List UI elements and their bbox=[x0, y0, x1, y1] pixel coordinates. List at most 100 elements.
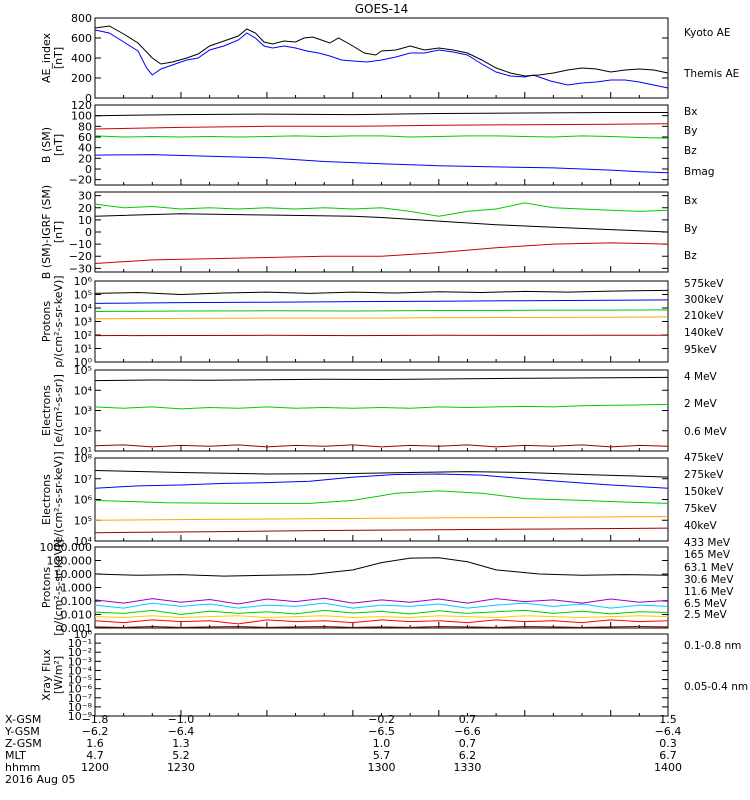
y-axis-label: [nT] bbox=[52, 47, 65, 69]
y-tick-label: 1.000 bbox=[61, 582, 93, 595]
series-line-6-5-mev bbox=[94, 597, 669, 605]
legend-label: Bz bbox=[684, 250, 697, 262]
legend-label: Themis AE bbox=[683, 68, 739, 80]
legend-label: 433 MeV bbox=[684, 537, 731, 549]
x-row-label: hhmm bbox=[5, 761, 40, 774]
series-line-75kev bbox=[94, 473, 669, 489]
panel-frame-8 bbox=[94, 633, 669, 717]
legend-label: 11.6 MeV bbox=[684, 586, 734, 598]
chart-title: GOES-14 bbox=[355, 2, 409, 16]
series-line-210kev bbox=[94, 309, 669, 312]
series-line-by bbox=[94, 202, 669, 217]
y-tick-label: 10⁻⁵ bbox=[68, 674, 92, 687]
series-line-63-1-mev bbox=[94, 615, 669, 619]
y-tick-label: 120 bbox=[71, 99, 92, 112]
legend-label: Bx bbox=[684, 106, 697, 118]
y-axis-label: [nT] bbox=[52, 221, 65, 243]
y-tick-label: 10⁵ bbox=[74, 364, 92, 377]
x-row-value: 1.6 bbox=[86, 737, 104, 750]
x-row-value: 1230 bbox=[167, 761, 195, 774]
y-tick-label: 60 bbox=[78, 131, 92, 144]
y-tick-label: 10⁶ bbox=[74, 494, 93, 507]
series-line-2-5-mev bbox=[94, 557, 669, 577]
x-row-value: 1300 bbox=[368, 761, 396, 774]
legend-label: 150keV bbox=[684, 486, 724, 498]
panel-frame-1 bbox=[94, 17, 669, 99]
y-axis-label: B (SM)-IGRF (SM) bbox=[40, 185, 53, 279]
panel-frame-7 bbox=[94, 546, 669, 629]
panel-frame-5 bbox=[94, 369, 669, 452]
legend-label: 0.6 MeV bbox=[684, 426, 728, 438]
y-tick-label: 10⁵ bbox=[74, 289, 92, 302]
legend-label: 95keV bbox=[684, 344, 718, 356]
y-axis-label: [e/(cm²-s-sr-keV)] bbox=[52, 451, 65, 547]
x-row-value: 1.3 bbox=[172, 737, 190, 750]
y-tick-label: 10⁻⁷ bbox=[68, 692, 92, 705]
legend-label: 275keV bbox=[684, 469, 724, 481]
series-line-275kev bbox=[94, 516, 669, 521]
y-tick-label: 10⁶ bbox=[74, 275, 93, 288]
y-tick-label: 0 bbox=[85, 163, 92, 176]
legend-label: 0.1-0.8 nm bbox=[684, 640, 741, 652]
y-tick-label: 0.100 bbox=[61, 595, 93, 608]
y-tick-label: 10⁻⁸ bbox=[68, 701, 93, 714]
y-tick-label: 0.010 bbox=[61, 609, 93, 622]
y-tick-label: −20 bbox=[69, 174, 92, 187]
series-line-150kev bbox=[94, 490, 669, 504]
series-line-140kev bbox=[94, 299, 669, 304]
series-line-11-6-mev bbox=[94, 602, 669, 609]
legend-label: 63.1 MeV bbox=[684, 562, 734, 574]
y-tick-label: 10¹ bbox=[74, 445, 92, 458]
y-axis-label: Xray Flux bbox=[40, 649, 53, 701]
series-line-bz bbox=[94, 123, 669, 130]
x-row-value: −6.4 bbox=[655, 725, 682, 738]
y-axis-label: Protons bbox=[40, 567, 53, 608]
x-row-value: 1.0 bbox=[373, 737, 391, 750]
x-row-label: MLT bbox=[5, 749, 26, 762]
y-tick-label: 200 bbox=[71, 72, 92, 85]
y-tick-label: 10⁻⁹ bbox=[68, 710, 92, 723]
series-line-by bbox=[94, 135, 669, 139]
y-tick-label: 10⁻⁴ bbox=[68, 664, 93, 677]
x-row-label: Z-GSM bbox=[5, 737, 42, 750]
y-tick-label: 10⁻² bbox=[68, 646, 92, 659]
legend-label: 575keV bbox=[684, 278, 724, 290]
x-row-value: 0.7 bbox=[459, 713, 477, 726]
y-tick-label: 10⁻⁶ bbox=[68, 683, 93, 696]
y-tick-label: 600 bbox=[71, 32, 92, 45]
y-tick-label: 100 bbox=[71, 110, 92, 123]
x-row-value: 5.2 bbox=[172, 749, 190, 762]
series-line-bz bbox=[94, 242, 669, 264]
legend-label: 475keV bbox=[684, 452, 724, 464]
y-tick-label: 10⁻¹ bbox=[68, 637, 92, 650]
x-row-value: 4.7 bbox=[86, 749, 104, 762]
series-line-bx bbox=[94, 213, 669, 233]
y-tick-label: −30 bbox=[69, 262, 92, 275]
y-tick-label: −20 bbox=[69, 250, 92, 263]
x-row-label: X-GSM bbox=[5, 713, 41, 726]
series-line-165-mev bbox=[94, 619, 669, 625]
y-tick-label: 10⁻³ bbox=[68, 655, 92, 668]
panel-frame-2 bbox=[94, 104, 669, 186]
legend-label: 0.05-0.4 nm bbox=[684, 681, 748, 693]
legend-label: 2 MeV bbox=[684, 398, 718, 410]
y-tick-label: 0 bbox=[85, 92, 92, 105]
y-axis-label: [e/(cm²-s-sr)] bbox=[52, 374, 65, 447]
y-tick-label: 10⁰ bbox=[74, 628, 93, 641]
y-axis-label: p/(cm²-s-sr-keV)] bbox=[52, 275, 65, 367]
x-row-value: −6.4 bbox=[168, 725, 195, 738]
legend-label: 40keV bbox=[684, 520, 718, 532]
legend-label: Kyoto AE bbox=[684, 27, 730, 39]
x-row-value: 1.5 bbox=[659, 713, 677, 726]
legend-label: 75keV bbox=[684, 503, 718, 515]
legend-label: 165 MeV bbox=[684, 549, 731, 561]
x-row-value: 5.7 bbox=[373, 749, 391, 762]
x-row-value: 6.7 bbox=[659, 749, 677, 762]
y-tick-label: 10 bbox=[78, 214, 92, 227]
x-row-value: 1400 bbox=[654, 761, 682, 774]
y-tick-label: 20 bbox=[78, 152, 92, 165]
panel-frame-3 bbox=[94, 191, 669, 273]
x-row-value: −1.8 bbox=[82, 713, 109, 726]
legend-label: 4 MeV bbox=[684, 371, 718, 383]
series-line-95kev bbox=[94, 289, 669, 296]
